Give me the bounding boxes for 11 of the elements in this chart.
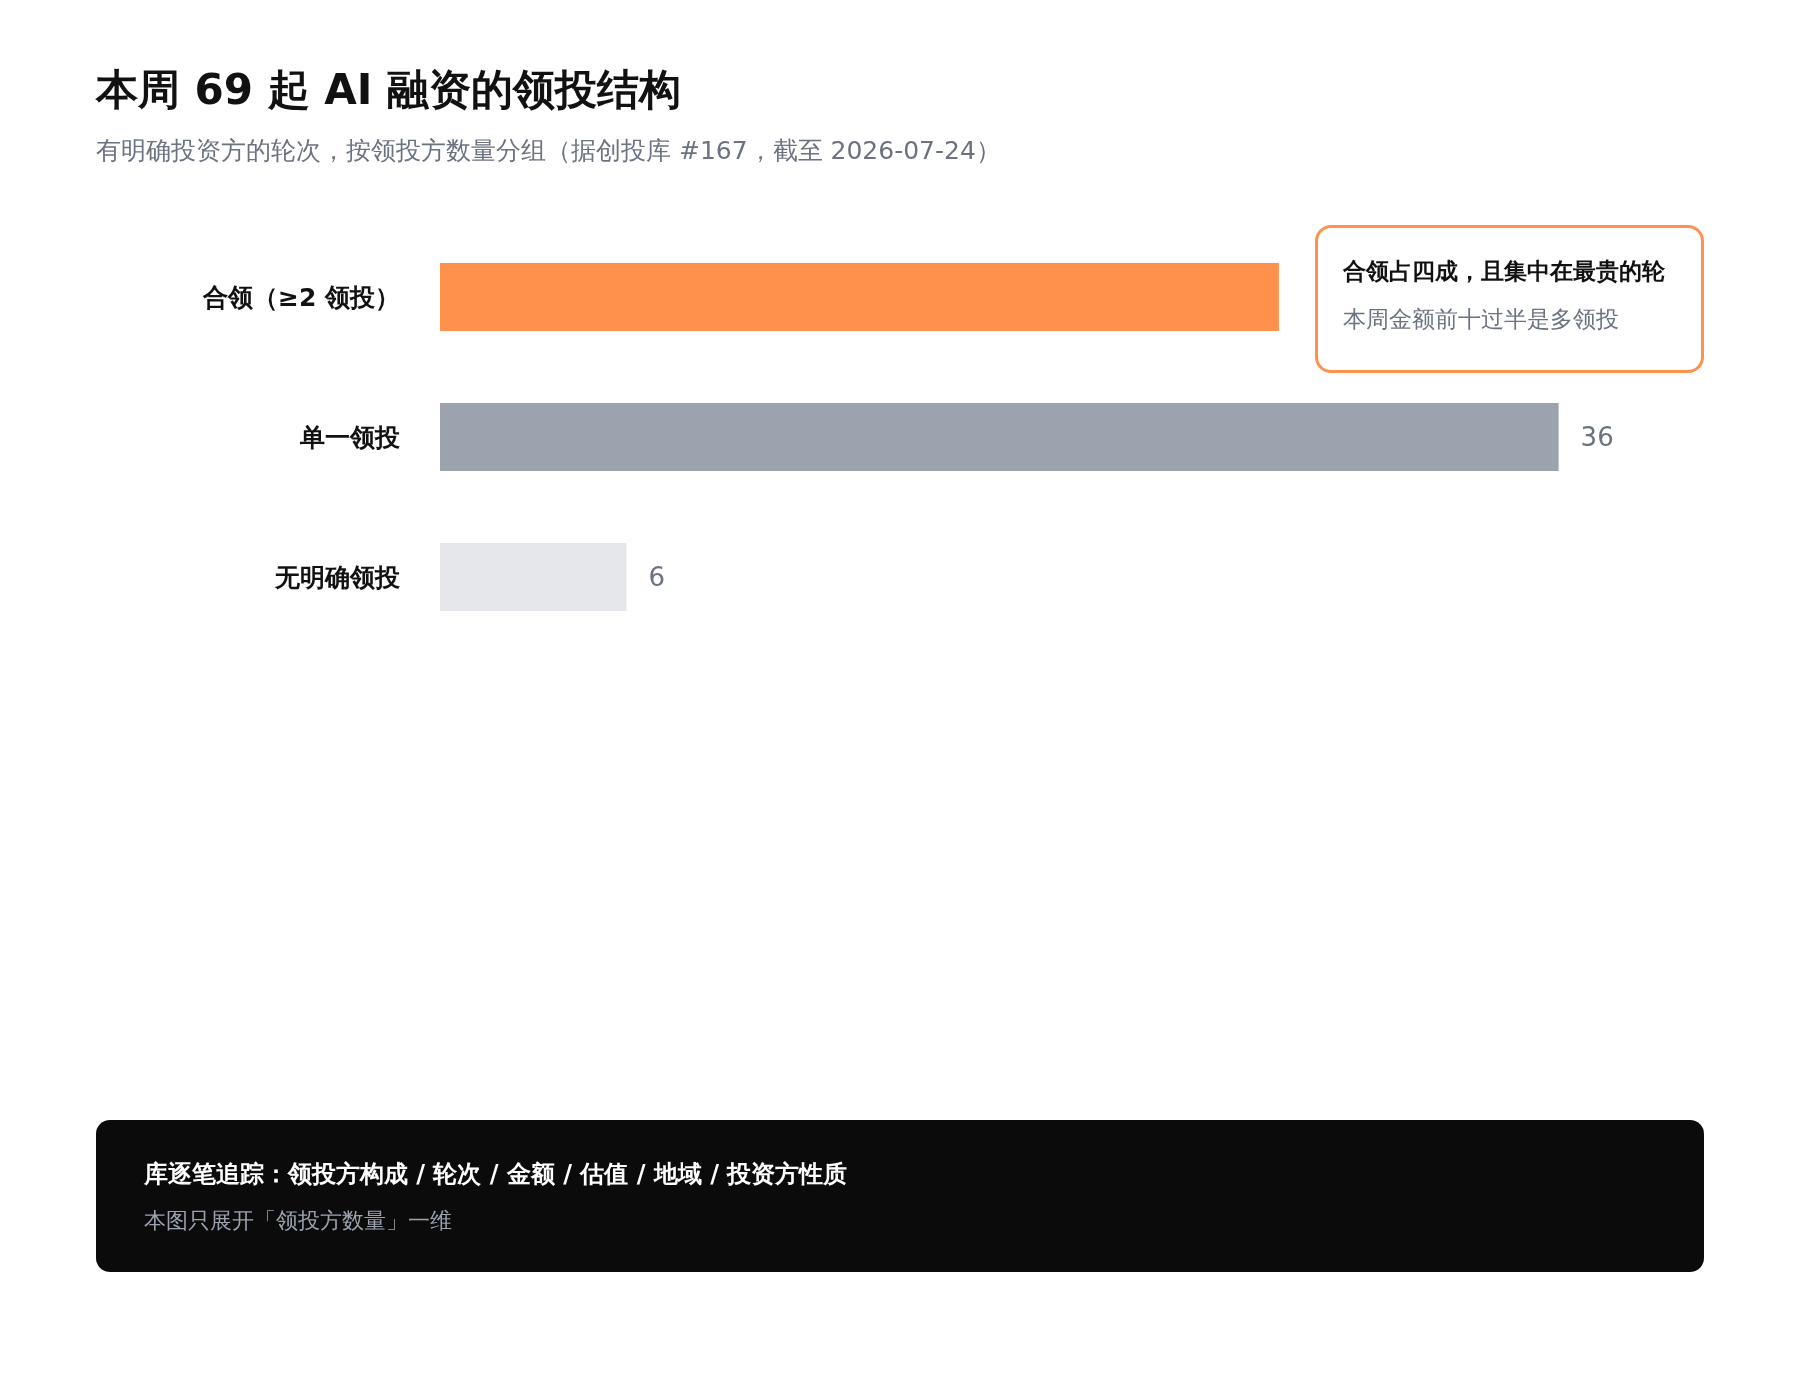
y-tick-label: 单一领投 [299, 422, 400, 452]
data-label: 36 [1580, 422, 1614, 452]
data-label: 6 [648, 562, 665, 592]
annotation: 合领占四成，且集中在最贵的轮 [1342, 257, 1665, 286]
y-tick-label: 无明确领投 [274, 562, 400, 592]
text: 本图只展开「领投方数量」一维 [144, 1207, 452, 1235]
chart-title: 本周 69 起 AI 融资的领投结构 [96, 64, 682, 116]
annotation: 本周金额前十过半是多领投 [1342, 305, 1619, 334]
chart-subtitle: 有明确投资方的轮次，按领投方数量分组（据创投库 #167，截至 2026-07-24） [96, 135, 1001, 167]
text: 库逐笔追踪：领投方构成 / 轮次 / 金额 / 估值 / 地域 / 投资方性质 [144, 1159, 848, 1190]
y-tick-label: 合领（≥2 领投） [201, 282, 400, 312]
